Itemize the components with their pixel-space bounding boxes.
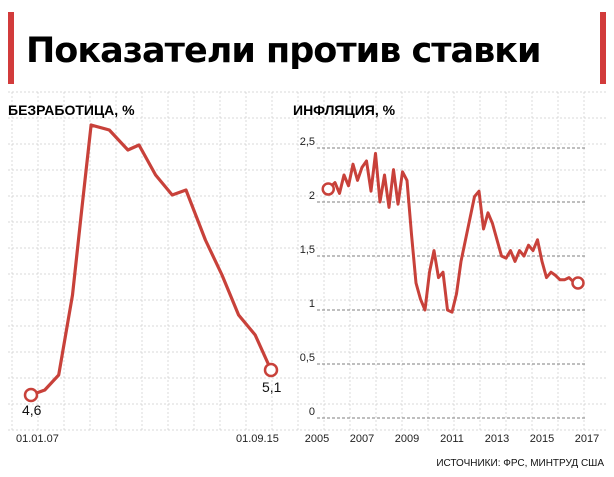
- unemployment-line: [30, 123, 273, 397]
- unemployment-start-value: 4,6: [22, 402, 42, 418]
- inflation-x-tick-label: 2009: [395, 433, 419, 445]
- inflation-series: [327, 151, 579, 314]
- inflation-line: [327, 151, 579, 314]
- inflation-x-tick-label: 2007: [350, 433, 374, 445]
- unemployment-x-end-label: 01.09.15: [236, 433, 279, 445]
- unemployment-end-value: 5,1: [262, 379, 282, 395]
- background-grid: [8, 91, 608, 432]
- inflation-y-tick-label: 2: [309, 190, 315, 202]
- inflation-title: ИНФЛЯЦИЯ, %: [293, 102, 396, 118]
- title-accent-bar-right: [600, 12, 606, 84]
- unemployment-title: БЕЗРАБОТИЦА, %: [8, 102, 135, 118]
- source-note: ИСТОЧНИКИ: ФРС, МИНТРУД США: [436, 458, 604, 469]
- inflation-y-ticks: 0 0,5 1 1,5 2 2,5: [300, 136, 315, 418]
- title-accent-bar: [8, 12, 14, 84]
- inflation-x-tick-label: 2005: [305, 433, 329, 445]
- inflation-end-marker: [571, 276, 585, 290]
- inflation-y-tick-label: 0,5: [300, 352, 315, 364]
- unemployment-end-marker: [263, 362, 279, 378]
- inflation-gridlines: [317, 147, 587, 419]
- unemployment-x-start-label: 01.01.07: [16, 433, 59, 445]
- title-box: Показатели против ставки: [8, 12, 606, 84]
- inflation-y-tick-label: 2,5: [300, 136, 315, 148]
- inflation-y-tick-label: 1: [309, 298, 315, 310]
- inflation-x-tick-label: 2013: [485, 433, 509, 445]
- inflation-y-tick-label: 1,5: [300, 244, 315, 256]
- unemployment-series: [30, 123, 273, 397]
- unemployment-start-marker: [23, 387, 39, 403]
- inflation-x-tick-label: 2011: [440, 433, 464, 445]
- chart-title: Показатели против ставки: [26, 31, 541, 71]
- inflation-x-tick-label: 2015: [530, 433, 554, 445]
- inflation-start-marker: [321, 182, 335, 196]
- inflation-x-ticks: 2005 2007 2009 2011 2013 2015 2017: [305, 433, 599, 445]
- inflation-x-tick-label: 2017: [575, 433, 599, 445]
- title-panel: [8, 12, 606, 84]
- inflation-y-tick-label: 0: [309, 406, 315, 418]
